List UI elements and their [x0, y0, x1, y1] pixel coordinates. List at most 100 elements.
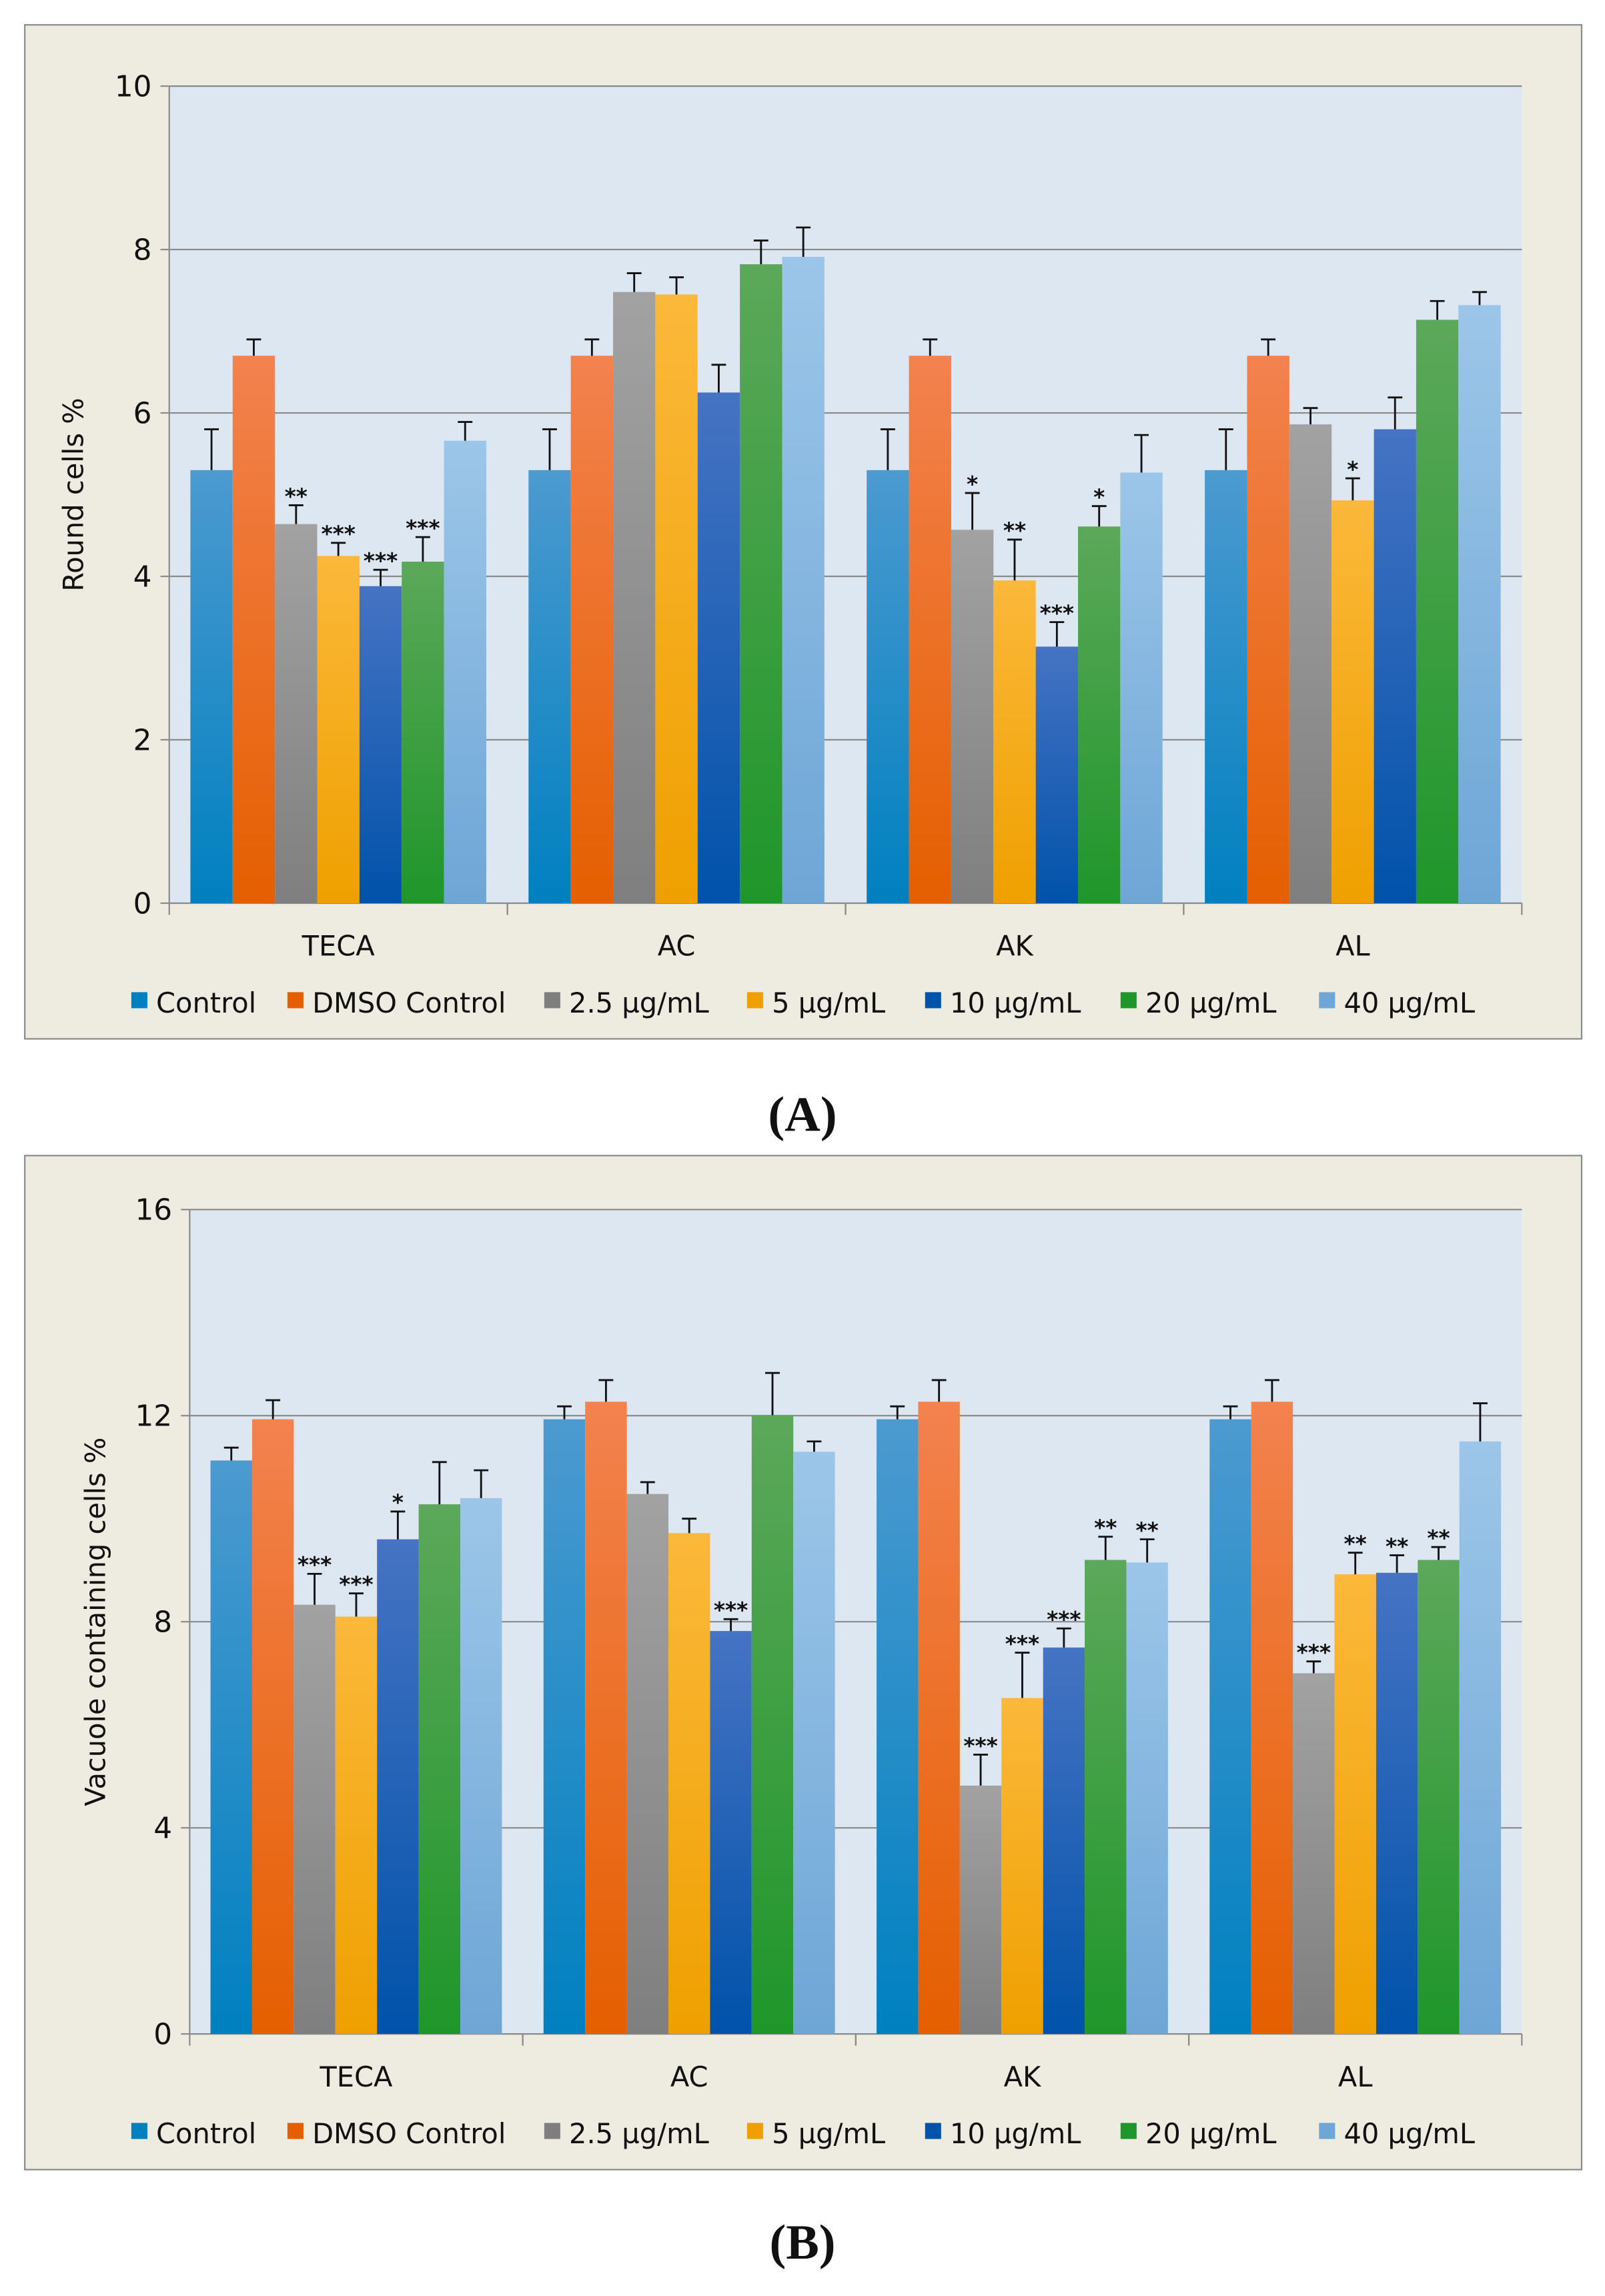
- bar: [317, 556, 360, 903]
- legend-swatch: [925, 992, 941, 1009]
- legend-swatch: [1319, 2123, 1335, 2139]
- bar: [1374, 429, 1416, 903]
- bar: [460, 1498, 502, 2035]
- legend-swatch: [1319, 992, 1335, 1009]
- significance-marker: ***: [339, 1572, 373, 1598]
- significance-marker: *: [1347, 457, 1358, 482]
- legend-label: 20 µg/mL: [1145, 2117, 1277, 2150]
- bar: [1289, 424, 1332, 903]
- legend-item: 40 µg/mL: [1319, 2117, 1475, 2150]
- legend-swatch: [287, 992, 304, 1009]
- legend-item: 40 µg/mL: [1319, 987, 1475, 1019]
- panel-label: (B): [769, 2215, 835, 2270]
- legend-label: 40 µg/mL: [1344, 987, 1475, 1019]
- y-axis-title: Round cells %: [57, 398, 90, 591]
- bar: [613, 292, 656, 903]
- legend-label: 5 µg/mL: [772, 987, 885, 1019]
- bar: [918, 1401, 960, 2035]
- x-category-label: AL: [1338, 2061, 1373, 2093]
- legend-label: DMSO Control: [312, 987, 506, 1019]
- legend-swatch: [746, 2123, 763, 2139]
- legend-label: 2.5 µg/mL: [569, 2117, 709, 2150]
- legend-swatch: [746, 992, 763, 1009]
- bar: [959, 1785, 1002, 2035]
- y-tick-label: 12: [135, 1399, 172, 1433]
- significance-marker: **: [1427, 1526, 1450, 1551]
- bar: [1209, 1419, 1251, 2035]
- y-tick-label: 6: [133, 396, 152, 430]
- legend-swatch: [1120, 2123, 1137, 2139]
- bar: [1078, 526, 1121, 903]
- x-category-label: AK: [996, 930, 1034, 963]
- x-category-label: AC: [658, 930, 696, 963]
- bar: [740, 264, 782, 903]
- y-tick-label: 4: [133, 560, 152, 594]
- bar: [1001, 1698, 1043, 2035]
- bar: [951, 530, 994, 903]
- bar: [377, 1539, 419, 2035]
- significance-marker: ***: [714, 1598, 748, 1623]
- legend-item: 2.5 µg/mL: [544, 987, 709, 1019]
- significance-marker: **: [285, 484, 308, 509]
- bar: [585, 1401, 627, 2035]
- legend-swatch: [131, 992, 147, 1009]
- legend-label: DMSO Control: [312, 2117, 506, 2150]
- significance-marker: **: [1003, 518, 1026, 544]
- bar: [570, 356, 614, 903]
- significance-marker: ***: [963, 1733, 997, 1758]
- bar: [190, 470, 233, 903]
- bar: [668, 1533, 710, 2035]
- legend-item: 2.5 µg/mL: [544, 2117, 709, 2150]
- y-tick-label: 16: [135, 1193, 172, 1227]
- significance-marker: *: [967, 472, 978, 497]
- y-tick-label: 0: [153, 2017, 172, 2051]
- bar: [1126, 1562, 1168, 2035]
- bar: [751, 1415, 794, 2035]
- bar: [1459, 1441, 1502, 2035]
- legend-item: 10 µg/mL: [925, 2117, 1081, 2150]
- bar: [1334, 1574, 1376, 2035]
- bar: [867, 470, 909, 903]
- y-tick-label: 2: [133, 723, 152, 757]
- bar: [782, 257, 825, 903]
- significance-marker: ***: [1297, 1640, 1331, 1665]
- legend-label: 10 µg/mL: [950, 2117, 1081, 2150]
- significance-marker: ***: [364, 548, 398, 574]
- bar: [543, 1419, 586, 2035]
- significance-marker: *: [392, 1490, 404, 1516]
- legend-label: 2.5 µg/mL: [569, 987, 709, 1019]
- bar: [275, 524, 318, 903]
- y-tick-label: 0: [133, 887, 152, 921]
- legend-item: DMSO Control: [287, 987, 506, 1019]
- significance-marker: ***: [321, 522, 355, 547]
- legend-label: 20 µg/mL: [1145, 987, 1277, 1019]
- significance-marker: ***: [1005, 1631, 1039, 1656]
- bar: [655, 294, 698, 903]
- significance-marker: **: [1094, 1516, 1117, 1541]
- legend-label: Control: [156, 2117, 256, 2150]
- bar: [402, 561, 444, 903]
- legend-item: Control: [131, 2117, 256, 2150]
- legend-swatch: [1120, 992, 1137, 1009]
- bar: [1376, 1572, 1418, 2035]
- bar: [909, 356, 951, 903]
- legend-swatch: [544, 992, 560, 1009]
- y-tick-label: 10: [115, 69, 152, 103]
- significance-marker: ***: [1047, 1607, 1081, 1632]
- significance-marker: ***: [298, 1552, 332, 1578]
- legend-label: 5 µg/mL: [772, 2117, 885, 2150]
- legend-label: 40 µg/mL: [1344, 2117, 1475, 2150]
- x-category-label: AC: [670, 2061, 708, 2093]
- legend-item: Control: [131, 987, 256, 1019]
- bar: [1293, 1673, 1335, 2035]
- bar: [1035, 646, 1079, 903]
- bar: [1331, 500, 1374, 903]
- bar: [335, 1616, 378, 2035]
- legend-swatch: [544, 2123, 560, 2139]
- bar: [1247, 356, 1289, 903]
- significance-marker: *: [1093, 485, 1105, 510]
- bar: [710, 1631, 752, 2035]
